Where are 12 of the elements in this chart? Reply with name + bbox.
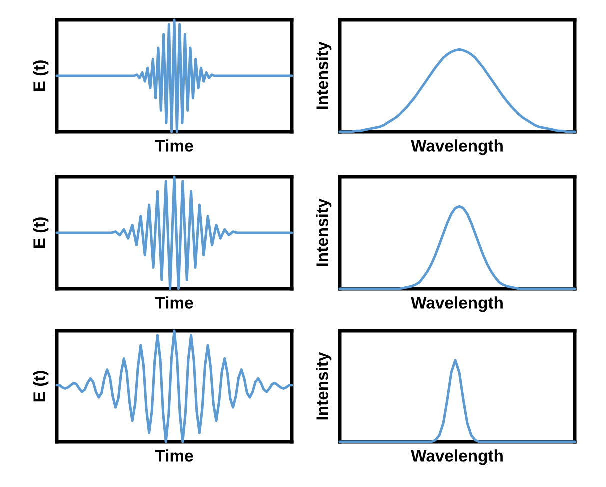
x-axis-title: Time (155, 140, 194, 152)
y-axis-title: E (t) (33, 60, 49, 92)
y-axis-title: Intensity (316, 198, 332, 266)
x-axis-title: Time (155, 450, 194, 462)
y-axis-title: Intensity (316, 42, 332, 110)
x-axis-title: Wavelength (411, 450, 503, 466)
x-axis-title: Time (155, 296, 194, 309)
x-axis-title: Wavelength (411, 140, 503, 156)
x-axis-title: Wavelength (411, 296, 503, 312)
y-axis-title: E (t) (33, 371, 49, 402)
y-axis-title: Intensity (316, 352, 332, 420)
y-axis-title: E (t) (33, 218, 49, 248)
